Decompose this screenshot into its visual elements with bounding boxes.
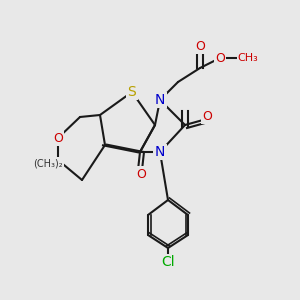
Text: O: O (215, 52, 225, 64)
Text: O: O (202, 110, 212, 122)
Text: O: O (136, 167, 146, 181)
Text: N: N (155, 93, 165, 107)
Text: O: O (195, 40, 205, 52)
Text: N: N (155, 145, 165, 159)
Text: S: S (128, 85, 136, 99)
Text: CH₃: CH₃ (238, 53, 258, 63)
Text: (CH₃)₂: (CH₃)₂ (33, 158, 63, 168)
Text: O: O (53, 131, 63, 145)
Text: Cl: Cl (161, 255, 175, 269)
